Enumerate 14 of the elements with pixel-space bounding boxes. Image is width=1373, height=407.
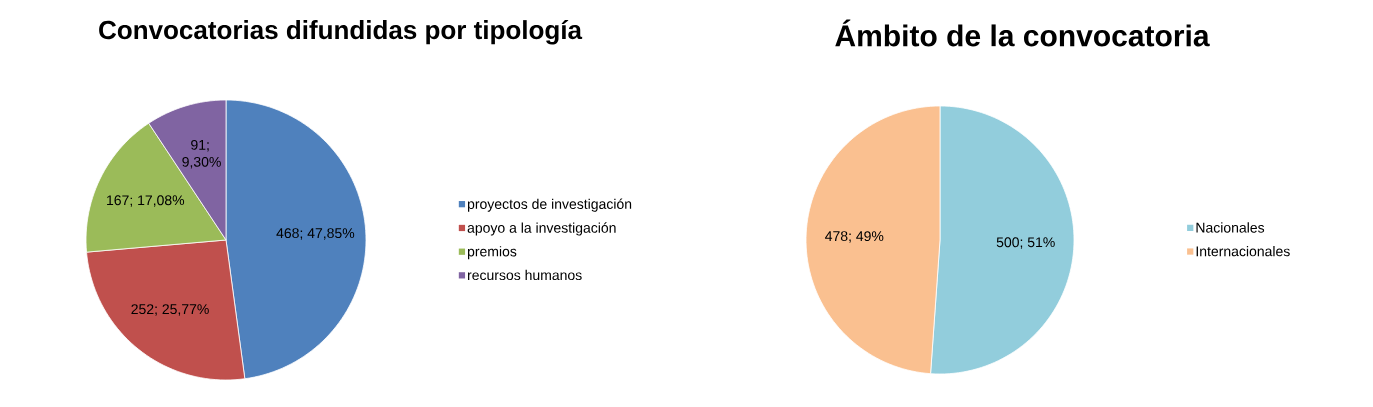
data-label: 252; 25,77% xyxy=(131,304,209,316)
chart-title: Convocatorias difundidas por tipología xyxy=(99,19,583,45)
legend-label: Nacionales xyxy=(1196,222,1265,233)
data-label: 167; 17,08% xyxy=(107,195,185,207)
chart-title: Ámbito de la convocatoria xyxy=(835,19,1210,47)
legend-label: recursos humanos xyxy=(467,269,582,281)
data-label: 468; 47,85% xyxy=(276,228,355,240)
legend-label: proyectos de investigación xyxy=(467,198,632,212)
data-label: 91; 9,30% xyxy=(182,139,221,169)
data-label: 500; 51% xyxy=(996,237,1055,249)
legend-label: Internacionales xyxy=(1196,246,1290,257)
legend-label: apoyo a la investigación xyxy=(467,222,616,236)
legend-label: premios xyxy=(467,246,517,260)
data-label: 478; 49% xyxy=(825,231,884,243)
